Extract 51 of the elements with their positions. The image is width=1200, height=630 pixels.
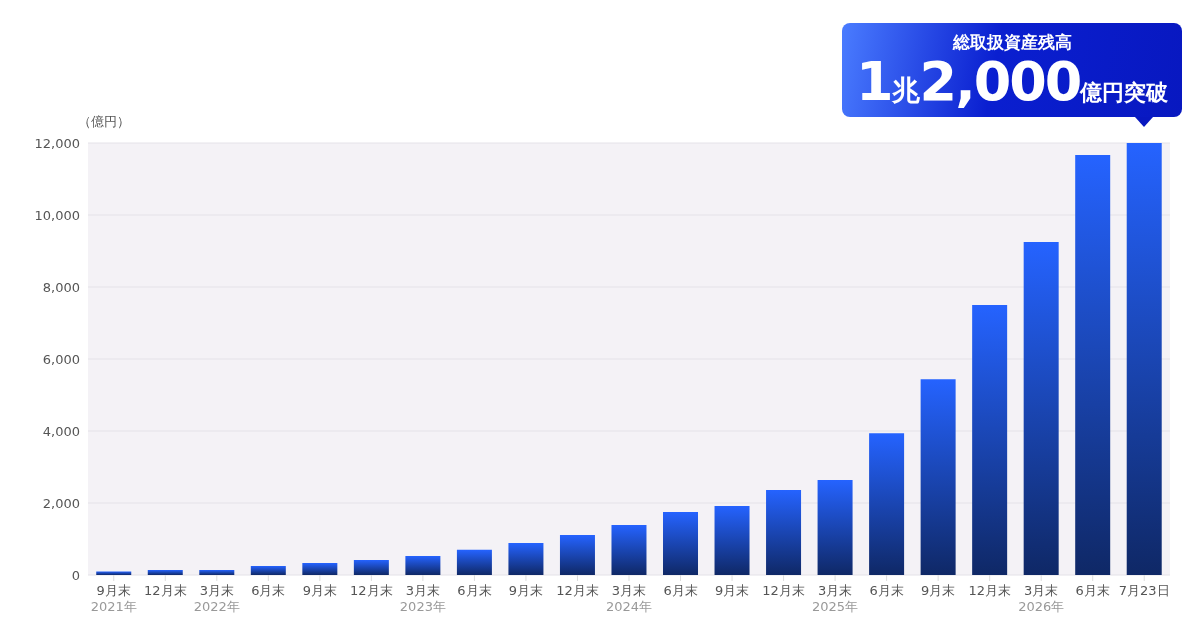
y-tick-label: 12,000 <box>34 135 80 151</box>
bar <box>972 305 1008 575</box>
x-tick-label: 9月末 <box>921 583 956 598</box>
x-tick-label: 6月末 <box>869 583 904 598</box>
x-tick-label: 9月末 <box>714 583 750 598</box>
x-tick-label: 6月末 <box>1075 583 1110 598</box>
x-tick-label: 6月末 <box>251 583 286 598</box>
y-tick-label: 4,000 <box>42 423 80 439</box>
x-tick-label: 12月末 <box>556 583 599 598</box>
bar <box>96 571 132 575</box>
bar <box>1075 154 1111 575</box>
x-tick-label: 12月末 <box>350 583 393 598</box>
x-tick-label: 3月末 2026年 <box>1018 583 1065 614</box>
bar <box>199 569 235 575</box>
bar <box>817 479 853 575</box>
bar <box>456 549 492 575</box>
y-tick-label: 2,000 <box>42 495 80 511</box>
bar <box>920 379 956 575</box>
annotation: 1兆2,000億円突破 <box>856 50 1169 113</box>
x-tick-label: 3月末 2022年 <box>193 583 240 614</box>
x-tick-label: 6月末 <box>457 583 492 598</box>
x-tick-label: 3月末 2025年 <box>812 583 859 614</box>
bar <box>1126 143 1162 575</box>
x-tick-label: 12月末 <box>968 583 1011 598</box>
x-tick-label: 3月末 2024年 <box>605 583 653 614</box>
y-tick-label: 8,000 <box>42 279 80 295</box>
bar <box>302 563 338 575</box>
x-tick-label: 7月23日 <box>1118 583 1170 598</box>
x-tick-label: 3月末 2023年 <box>399 583 446 614</box>
bar <box>663 512 699 575</box>
x-tick-label: 12月末 <box>762 583 805 598</box>
x-tick-label: 12月末 <box>144 583 187 598</box>
x-tick-label: 6月末 <box>663 583 698 598</box>
y-axis-title: （億円） <box>78 113 130 131</box>
y-tick-label: 10,000 <box>34 207 80 223</box>
bar <box>611 524 647 575</box>
bar <box>559 535 595 575</box>
bar <box>1023 242 1059 575</box>
y-tick-label: 6,000 <box>42 351 80 367</box>
bar <box>405 555 441 575</box>
x-tick-label: 9月末 <box>508 583 544 598</box>
bar <box>508 542 544 575</box>
bar <box>869 433 905 575</box>
bar <box>353 559 389 575</box>
bar <box>250 566 286 575</box>
x-tick-label: 9月末 2021年 <box>90 583 137 614</box>
bar <box>147 569 183 575</box>
bar <box>714 505 750 575</box>
x-tick-label: 9月末 <box>302 583 337 598</box>
y-tick-label: 0 <box>71 567 80 583</box>
bar <box>766 490 802 575</box>
